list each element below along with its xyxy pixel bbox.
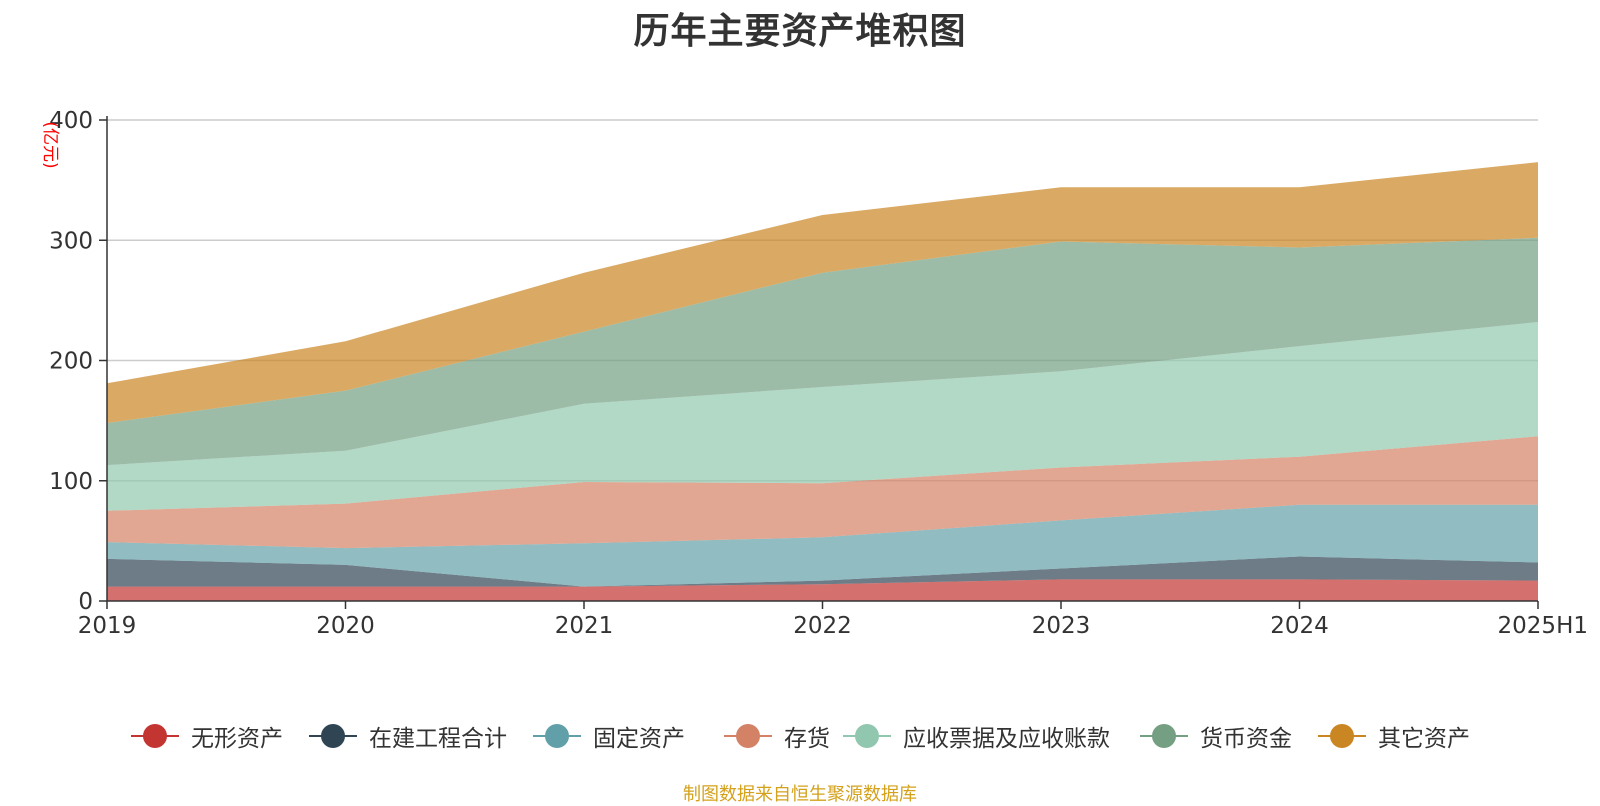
- legend-marker-icon: [131, 723, 179, 749]
- legend-dot: [143, 724, 167, 748]
- legend-marker-icon: [1318, 723, 1366, 749]
- legend-dot: [545, 724, 569, 748]
- legend-dot: [1152, 724, 1176, 748]
- y-tick-label: 300: [49, 228, 93, 254]
- legend-marker-icon: [724, 723, 772, 749]
- legend-label: 在建工程合计: [369, 726, 507, 752]
- legend-item[interactable]: 固定资产: [533, 718, 685, 754]
- legend-dot: [1330, 724, 1354, 748]
- area-series: [107, 162, 1538, 601]
- legend: 无形资产 在建工程合计 固定资产 存货 应收票据及应收账款 货币资金 其它资产: [0, 718, 1600, 754]
- chart-title: 历年主要资产堆积图: [633, 11, 967, 52]
- area-6: [107, 237, 1538, 466]
- y-tick-label: 200: [49, 349, 93, 375]
- legend-marker-icon: [309, 723, 357, 749]
- legend-item[interactable]: 应收票据及应收账款: [843, 718, 1110, 754]
- axes: 0 100 200 300 400 2019 2020 2021 2022 2023 2024 202…: [49, 108, 1588, 639]
- area-3: [107, 504, 1538, 587]
- legend-dot: [855, 724, 879, 748]
- x-tick-label: 2019: [78, 613, 137, 639]
- legend-label: 固定资产: [593, 726, 685, 752]
- area-2: [107, 556, 1538, 587]
- legend-item[interactable]: 无形资产: [131, 718, 283, 754]
- legend-label: 无形资产: [191, 726, 283, 752]
- y-tick-label: 0: [78, 589, 93, 615]
- source-note: 制图数据来自恒生聚源数据库: [683, 784, 917, 805]
- y-tick-label: 400: [49, 108, 93, 134]
- legend-label: 货币资金: [1200, 726, 1292, 752]
- x-tick-label: 2020: [316, 613, 375, 639]
- legend-dot: [321, 724, 345, 748]
- legend-item[interactable]: 在建工程合计: [309, 718, 507, 754]
- legend-item[interactable]: 其它资产: [1318, 718, 1470, 754]
- x-tick-label: 2024: [1270, 613, 1329, 639]
- x-tick-label: 2025H1: [1498, 613, 1588, 639]
- x-tick-label: 2021: [555, 613, 614, 639]
- legend-marker-icon: [1140, 723, 1188, 749]
- legend-label: 其它资产: [1378, 726, 1470, 752]
- legend-label: 应收票据及应收账款: [903, 726, 1110, 752]
- legend-marker-icon: [843, 723, 891, 749]
- area-1: [107, 579, 1538, 601]
- legend-marker-icon: [533, 723, 581, 749]
- legend-dot: [736, 724, 760, 748]
- y-axis-unit-label: (亿元): [40, 121, 60, 168]
- area-7: [107, 162, 1538, 423]
- x-tick-label: 2022: [793, 613, 852, 639]
- area-4: [107, 436, 1538, 549]
- x-tick-label: 2023: [1032, 613, 1091, 639]
- area-5: [107, 322, 1538, 511]
- y-tick-label: 100: [49, 469, 93, 495]
- legend-item[interactable]: 存货: [724, 718, 830, 754]
- legend-item[interactable]: 货币资金: [1140, 718, 1292, 754]
- legend-label: 存货: [784, 726, 830, 752]
